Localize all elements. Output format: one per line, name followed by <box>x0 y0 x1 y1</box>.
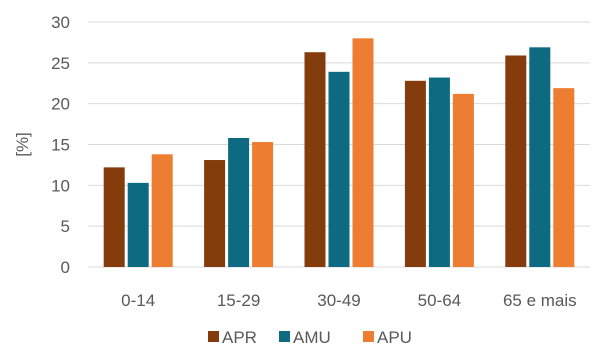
x-tick-label: 50-64 <box>418 291 461 310</box>
bar-amu-2 <box>328 71 350 267</box>
y-axis-ticks: 0 5 10 15 20 25 30 <box>51 13 70 277</box>
bar-apr-3 <box>404 80 426 267</box>
legend-label-amu: AMU <box>293 328 331 347</box>
y-tick-label: 25 <box>51 54 70 73</box>
x-tick-label: 15-29 <box>217 291 260 310</box>
bars <box>103 38 575 268</box>
bar-apr-1 <box>204 160 226 267</box>
y-tick-label: 10 <box>51 176 70 195</box>
bar-apr-4 <box>505 55 527 267</box>
legend: APR AMU APU <box>208 328 412 347</box>
y-tick-label: 20 <box>51 95 70 114</box>
x-tick-label: 30-49 <box>317 291 360 310</box>
bar-apu-3 <box>452 93 474 267</box>
y-tick-label: 0 <box>61 258 70 277</box>
y-tick-label: 5 <box>61 217 70 236</box>
bar-amu-0 <box>127 182 149 267</box>
legend-swatch-apu <box>363 331 374 342</box>
bar-apu-1 <box>252 142 274 267</box>
x-tick-label: 65 e mais <box>503 291 577 310</box>
x-axis-ticks: 0-14 15-29 30-49 50-64 65 e mais <box>121 291 576 310</box>
legend-label-apr: APR <box>222 328 257 347</box>
legend-swatch-amu <box>279 331 290 342</box>
x-tick-label: 0-14 <box>121 291 155 310</box>
y-axis-title: [%] <box>13 132 32 157</box>
bar-apu-4 <box>553 88 575 268</box>
bar-apu-2 <box>352 38 374 268</box>
bar-amu-3 <box>428 77 450 268</box>
legend-swatch-apr <box>208 331 219 342</box>
bar-amu-4 <box>529 47 551 267</box>
bar-amu-1 <box>228 137 250 267</box>
y-tick-label: 30 <box>51 13 70 32</box>
legend-label-apu: APU <box>377 328 412 347</box>
bar-apr-0 <box>103 167 125 267</box>
bar-apr-2 <box>304 52 326 267</box>
y-tick-label: 15 <box>51 136 70 155</box>
bar-apu-0 <box>151 154 173 267</box>
